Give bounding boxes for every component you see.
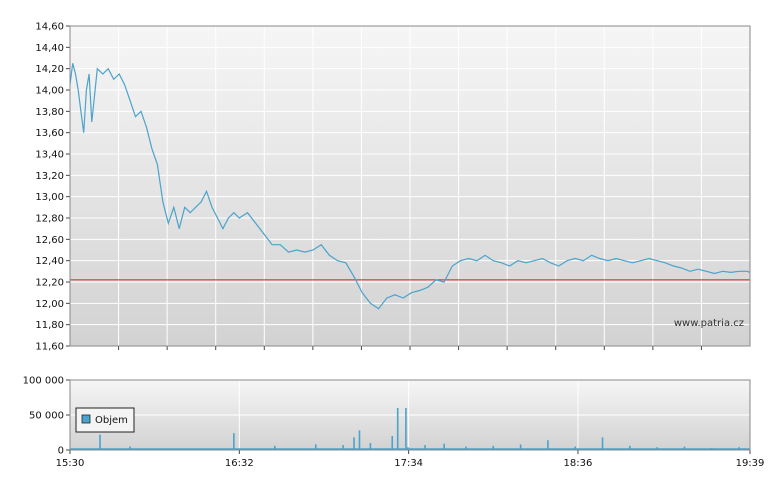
price-y-tick-label: 13,00 [35,192,64,203]
price-series-line [69,63,751,310]
price-y-tick-label: 13,80 [35,107,64,118]
volume-bar [601,437,604,450]
volume-bar [369,443,372,450]
volume-bar [391,436,394,450]
price-y-tick-label: 12,00 [35,299,64,310]
volume-bar [629,445,631,450]
price-y-tick-label: 11,80 [35,320,64,331]
volume-bar [314,444,317,450]
volume-bar [358,430,361,450]
price-y-tick-label: 14,00 [35,86,64,97]
volume-bar [274,445,276,450]
volume-y-axis: 100 000 50 000 0 [23,376,70,457]
watermark: www.patria.cz [674,318,744,329]
legend-swatch [81,414,91,424]
price-y-tick-label: 13,60 [35,128,64,139]
price-y-tick-label: 14,60 [35,22,64,33]
price-y-tick-label: 13,20 [35,171,64,182]
volume-bar [519,444,522,450]
price-y-tick-label: 14,40 [35,43,64,54]
volume-bar [443,443,445,450]
volume-bars [70,408,750,450]
volume-y-tick-label: 0 [58,446,64,457]
volume-bar [396,408,399,450]
price-plot-border [69,25,751,347]
volume-bar [353,437,355,450]
volume-bar [99,434,101,450]
price-panel: 14,60 14,40 14,20 14,00 13,80 13,60 13,40 13,20… [35,22,751,353]
volume-bar [424,445,426,450]
volume-x-tick-label: 15:30 [56,458,85,469]
volume-y-tick-label: 50 000 [29,411,64,422]
volume-plot-border [69,379,751,451]
volume-x-axis: 15:30 16:32 17:34 18:36 19:39 [56,450,765,469]
price-y-tick-label: 12,40 [35,256,64,267]
volume-bar [233,433,235,450]
price-y-tick-label: 11,60 [35,342,64,353]
volume-bar [342,445,344,450]
price-y-tick-label: 12,60 [35,235,64,246]
volume-panel: 100 000 50 000 0 15:30 16:32 17:34 18:36 19:39… [23,376,765,470]
price-y-tick-label: 14,20 [35,64,64,75]
volume-x-tick-label: 18:36 [564,458,593,469]
volume-x-tick-label: 17:34 [394,458,423,469]
price-y-tick-label: 12,20 [35,278,64,289]
volume-x-tick-label: 19:39 [736,458,765,469]
volume-bar [492,445,495,450]
volume-bar [547,440,549,450]
legend-label: Objem [95,415,128,426]
volume-x-tick-label: 16:32 [225,458,254,469]
volume-bar [405,408,407,450]
price-y-axis: 14,60 14,40 14,20 14,00 13,80 13,60 13,40 13,20… [35,22,70,353]
volume-y-tick-label: 100 000 [23,376,64,387]
volume-legend: Objem [75,407,135,433]
price-grid [70,25,750,350]
price-y-tick-label: 12,80 [35,214,64,225]
price-y-tick-label: 13,40 [35,150,64,161]
